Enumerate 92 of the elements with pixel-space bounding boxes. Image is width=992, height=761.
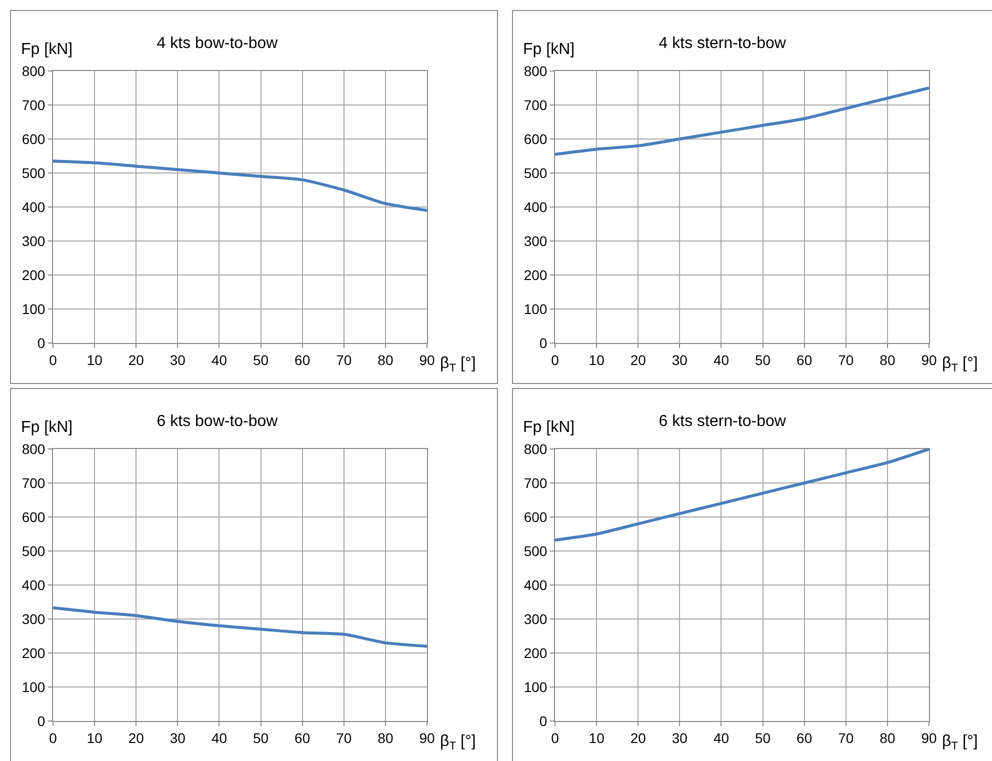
y-tick-label: 500 bbox=[524, 542, 548, 559]
y-tick-label: 800 bbox=[22, 62, 46, 79]
x-tick-label: 80 bbox=[880, 352, 896, 368]
y-tick-label: 0 bbox=[37, 712, 46, 729]
y-tick-label: 700 bbox=[524, 474, 548, 491]
x-tick-label: 10 bbox=[588, 352, 605, 368]
y-tick-label: 500 bbox=[22, 542, 46, 559]
chart-title: 4 kts stern-to-bow bbox=[658, 35, 786, 52]
y-tick-label: 100 bbox=[22, 678, 46, 695]
x-tick-label: 70 bbox=[336, 730, 352, 746]
x-axis-title: β$_{T}$ [°] bbox=[942, 733, 978, 752]
line-series bbox=[53, 160, 427, 212]
x-tick-label: 30 bbox=[170, 352, 186, 368]
y-tick-label: 500 bbox=[524, 164, 548, 181]
x-tick-label: 80 bbox=[880, 730, 896, 746]
y-tick-label: 600 bbox=[524, 508, 548, 525]
y-tick-label: 400 bbox=[22, 576, 46, 593]
x-tick-label: 10 bbox=[86, 352, 103, 368]
y-tick-label: 0 bbox=[539, 712, 548, 729]
y-tick-label: 200 bbox=[524, 266, 548, 283]
chart-title: 6 kts stern-to-bow bbox=[658, 413, 786, 430]
y-tick-label: 300 bbox=[22, 232, 46, 249]
x-tick-label: 40 bbox=[211, 352, 228, 368]
x-tick-label: 20 bbox=[630, 352, 646, 368]
x-tick-label: 50 bbox=[754, 730, 771, 746]
y-tick-label: 800 bbox=[524, 440, 548, 457]
y-tick-label: 700 bbox=[22, 474, 46, 491]
y-axis-title: Fp [kN] bbox=[21, 41, 73, 58]
x-axis-title: β$_{T}$ [°] bbox=[440, 355, 476, 374]
x-tick-label: 50 bbox=[252, 352, 269, 368]
x-tick-label: 30 bbox=[672, 730, 688, 746]
x-tick-label: 40 bbox=[713, 730, 730, 746]
y-tick-label: 400 bbox=[22, 198, 46, 215]
x-tick-label: 30 bbox=[672, 352, 688, 368]
y-tick-label: 400 bbox=[524, 576, 548, 593]
y-tick-label: 100 bbox=[524, 678, 548, 695]
y-tick-label: 600 bbox=[22, 508, 46, 525]
x-axis-title: β$_{T}$ [°] bbox=[942, 355, 978, 374]
x-tick-label: 70 bbox=[838, 730, 854, 746]
y-tick-label: 700 bbox=[524, 96, 548, 113]
x-tick-label: 20 bbox=[630, 730, 646, 746]
y-tick-label: 700 bbox=[22, 96, 46, 113]
x-tick-label: 10 bbox=[588, 730, 605, 746]
x-tick-label: 50 bbox=[252, 730, 269, 746]
x-tick-label: 50 bbox=[754, 352, 771, 368]
x-tick-label: 80 bbox=[378, 352, 394, 368]
y-tick-label: 300 bbox=[524, 232, 548, 249]
y-tick-label: 600 bbox=[22, 130, 46, 147]
y-tick-label: 0 bbox=[539, 334, 548, 351]
x-tick-label: 0 bbox=[49, 352, 58, 368]
y-tick-label: 500 bbox=[22, 164, 46, 181]
y-tick-label: 0 bbox=[37, 334, 46, 351]
y-tick-label: 200 bbox=[22, 644, 46, 661]
x-tick-label: 10 bbox=[86, 730, 103, 746]
x-tick-label: 90 bbox=[419, 352, 435, 368]
y-tick-label: 300 bbox=[22, 610, 46, 627]
x-tick-label: 60 bbox=[294, 730, 310, 746]
y-tick-label: 600 bbox=[524, 130, 548, 147]
x-tick-label: 20 bbox=[128, 730, 144, 746]
x-tick-label: 0 bbox=[49, 730, 58, 746]
x-tick-label: 90 bbox=[921, 730, 937, 746]
chart-title: 6 kts bow-to-bow bbox=[156, 413, 278, 430]
line-series bbox=[555, 449, 929, 542]
x-tick-label: 80 bbox=[378, 730, 394, 746]
x-tick-label: 20 bbox=[128, 352, 144, 368]
x-tick-label: 60 bbox=[294, 352, 310, 368]
y-tick-label: 300 bbox=[524, 610, 548, 627]
y-tick-label: 200 bbox=[22, 266, 46, 283]
x-tick-label: 0 bbox=[551, 730, 560, 746]
x-tick-label: 0 bbox=[551, 352, 560, 368]
y-tick-label: 100 bbox=[22, 300, 46, 317]
chart-title: 4 kts bow-to-bow bbox=[156, 35, 278, 52]
line-series bbox=[53, 606, 427, 648]
x-tick-label: 70 bbox=[336, 352, 352, 368]
y-tick-label: 200 bbox=[524, 644, 548, 661]
x-tick-label: 90 bbox=[419, 730, 435, 746]
y-tick-label: 100 bbox=[524, 300, 548, 317]
y-axis-title: Fp [kN] bbox=[523, 41, 575, 58]
x-tick-label: 60 bbox=[796, 352, 812, 368]
x-tick-label: 30 bbox=[170, 730, 186, 746]
line-series bbox=[555, 86, 929, 156]
x-tick-label: 60 bbox=[796, 730, 812, 746]
y-tick-label: 400 bbox=[524, 198, 548, 215]
x-tick-label: 40 bbox=[713, 352, 730, 368]
x-tick-label: 70 bbox=[838, 352, 854, 368]
y-tick-label: 800 bbox=[22, 440, 46, 457]
y-axis-title: Fp [kN] bbox=[523, 419, 575, 436]
x-tick-label: 90 bbox=[921, 352, 937, 368]
x-tick-label: 40 bbox=[211, 730, 228, 746]
y-axis-title: Fp [kN] bbox=[21, 419, 73, 436]
x-axis-title: β$_{T}$ [°] bbox=[440, 733, 476, 752]
y-tick-label: 800 bbox=[524, 62, 548, 79]
